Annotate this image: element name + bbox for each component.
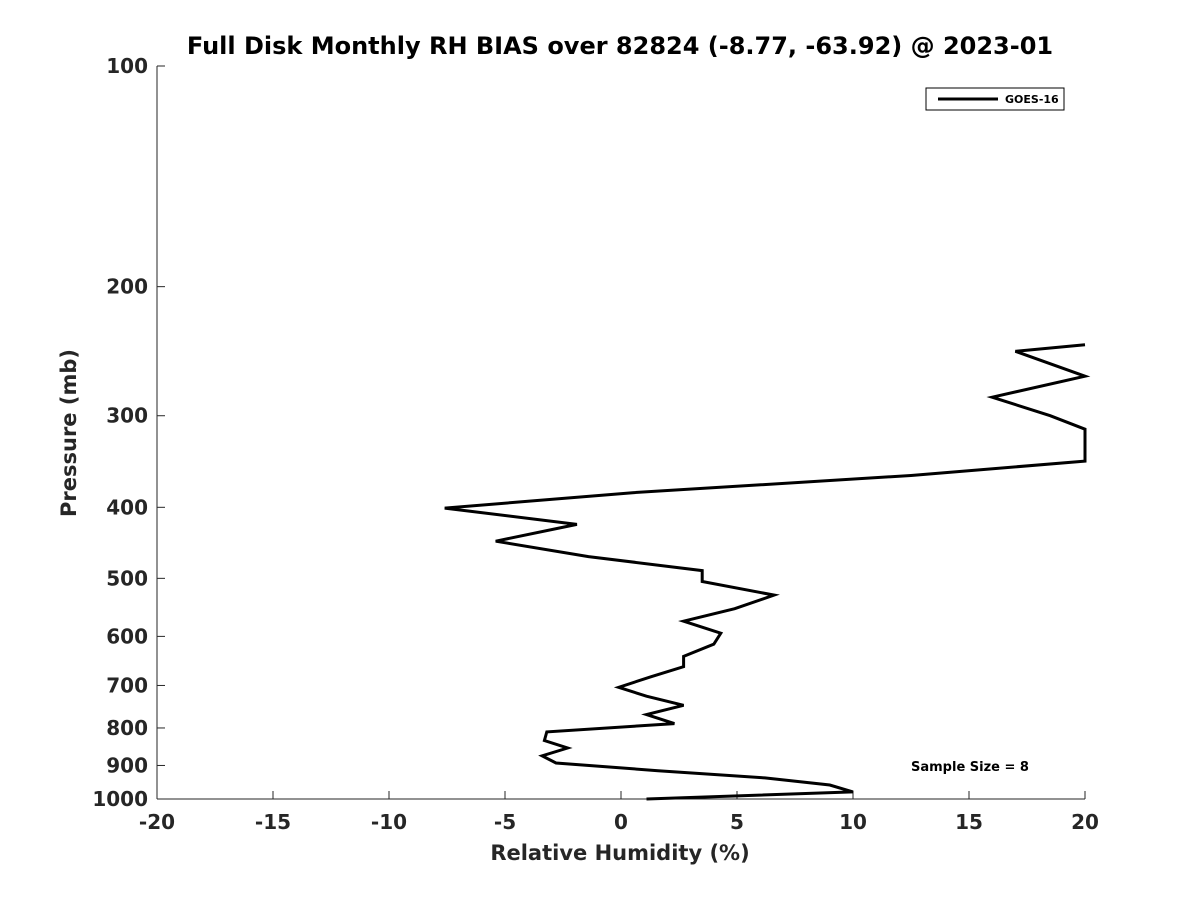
- series-layer: [444, 343, 1091, 801]
- x-tick-label: 5: [730, 810, 744, 834]
- y-tick-label: 100: [106, 54, 148, 78]
- x-tick-label: 10: [839, 810, 867, 834]
- legend-label: GOES-16: [1005, 93, 1059, 106]
- y-tick-label: 900: [106, 753, 148, 777]
- y-tick-label: 1000: [92, 787, 148, 811]
- x-tick-label: 20: [1071, 810, 1099, 834]
- x-tick-label: -5: [494, 810, 516, 834]
- y-tick-label: 800: [106, 716, 148, 740]
- x-tick-label: -20: [139, 810, 175, 834]
- chart-title: Full Disk Monthly RH BIAS over 82824 (-8…: [187, 32, 1053, 60]
- y-tick-label: 200: [106, 275, 148, 299]
- y-tick-label: 700: [106, 673, 148, 697]
- x-tick-label: 15: [955, 810, 983, 834]
- y-tick-label: 600: [106, 624, 148, 648]
- chart-legend: GOES-16: [925, 87, 1065, 111]
- x-tick-label: 0: [614, 810, 628, 834]
- x-axis-label: Relative Humidity (%): [490, 841, 749, 865]
- y-tick-label: 500: [106, 566, 148, 590]
- y-tick-label: 400: [106, 495, 148, 519]
- sample-size-annotation: Sample Size = 8: [911, 760, 1029, 775]
- series-line-goes-16: [444, 343, 1091, 801]
- x-tick-label: -15: [255, 810, 291, 834]
- x-tick-label: -10: [371, 810, 407, 834]
- y-axis-label: Pressure (mb): [57, 349, 81, 517]
- y-tick-label: 300: [106, 404, 148, 428]
- axis-ticks: -20 -15 -10 -5 0 5 10 15 20 100 200 300 400 500 600 700…: [92, 54, 1099, 834]
